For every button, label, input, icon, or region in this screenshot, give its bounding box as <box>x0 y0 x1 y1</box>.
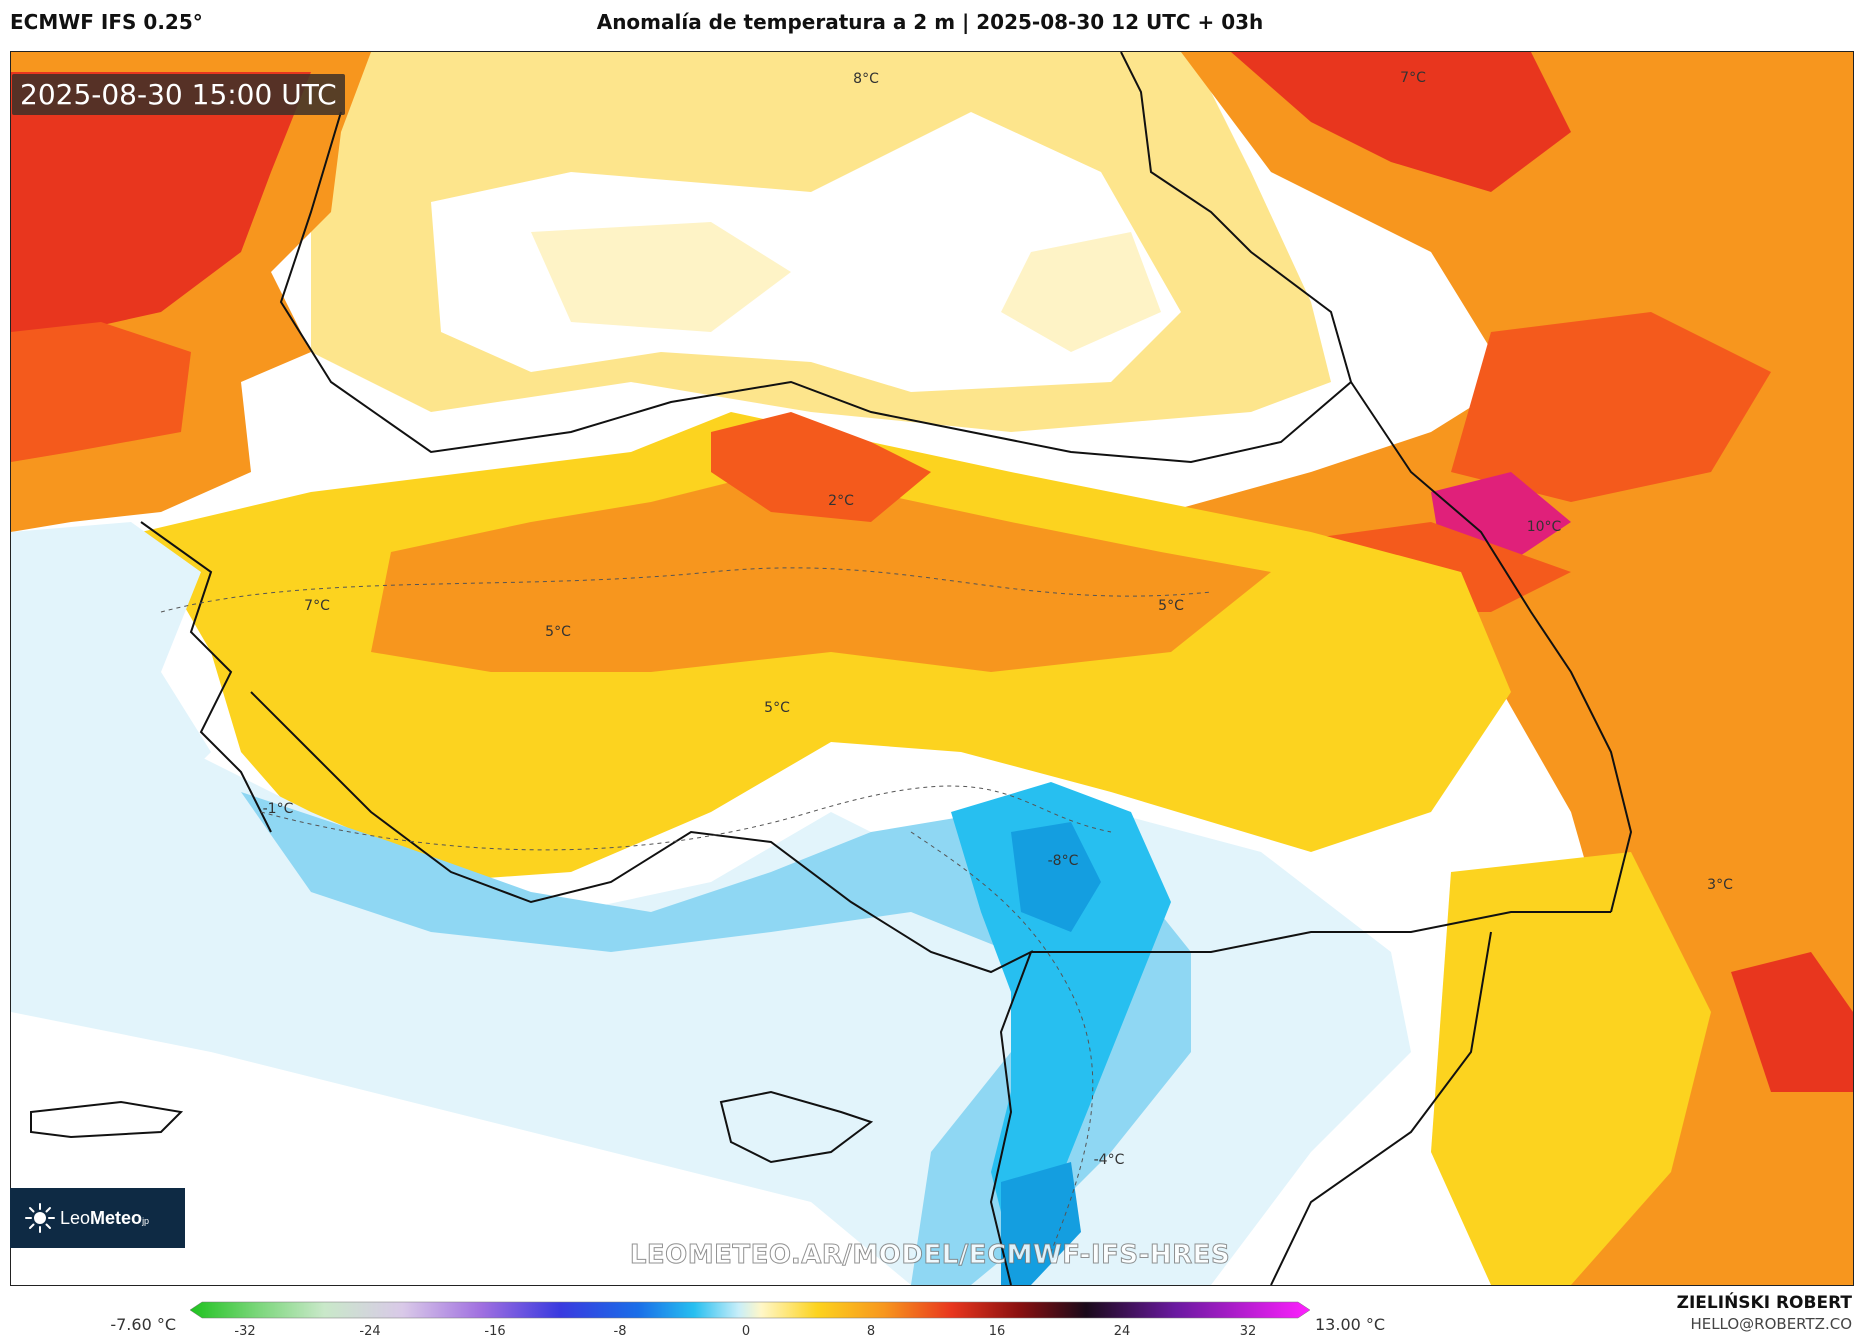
contour-label: 7°C <box>1400 70 1426 86</box>
legend-tick: -32 <box>234 1324 256 1339</box>
legend-colorbar <box>190 1301 1310 1319</box>
contour-label: 8°C <box>853 71 879 87</box>
caucasus-red-orange <box>1451 312 1771 502</box>
legend-tick: -8 <box>613 1324 627 1339</box>
balkans-deep-red <box>11 72 311 352</box>
logo-text: LeoMeteojp <box>60 1208 149 1229</box>
aegean-coast <box>140 521 272 833</box>
black-sea-pale-patch-2 <box>1001 232 1161 352</box>
author-name: ZIELIŃSKI ROBERT <box>1676 1293 1852 1313</box>
black-sea-pale-patch <box>531 222 791 332</box>
black-sea-coast <box>279 52 1353 464</box>
author-email[interactable]: HELLO@ROBERTZ.CO <box>1690 1315 1852 1333</box>
temperature-anomaly-map <box>11 52 1853 1285</box>
anatolia-north-orange <box>711 412 931 522</box>
anatolia-orange-core <box>371 472 1271 672</box>
contour-label: -8°C <box>1047 853 1079 869</box>
caucasus-deep-red <box>1231 52 1571 192</box>
balkans-red-orange <box>11 322 191 462</box>
legend-tick: -24 <box>359 1324 381 1339</box>
turkey-east-border <box>1350 381 1633 913</box>
legend-min-value: -7.60 °C <box>110 1315 176 1334</box>
contour-label: 5°C <box>545 624 571 640</box>
author-credit: ZIELIŃSKI ROBERT HELLO@ROBERTZ.CO <box>1677 1293 1852 1333</box>
contour-line-2 <box>260 785 1112 851</box>
cyprus-island <box>719 1090 874 1164</box>
contour-label: 5°C <box>1158 598 1184 614</box>
legend-max-value: 13.00 °C <box>1315 1315 1386 1334</box>
logo-suffix: jp <box>142 1215 150 1226</box>
iran-yellow <box>1431 852 1711 1285</box>
levant-blue <box>1001 1162 1081 1285</box>
legend-tick: 32 <box>1239 1324 1257 1339</box>
contour-label: 10°C <box>1526 519 1562 535</box>
mediterranean-coast <box>250 691 1033 1285</box>
watermark-url: LEOMETEO.AR/MODEL/ECMWF-IFS-HRES <box>629 1240 1231 1271</box>
leometeo-logo[interactable]: LeoMeteojp <box>10 1188 185 1248</box>
contour-label: 5°C <box>764 700 790 716</box>
turkey-south-border <box>1031 911 1611 953</box>
legend-tick: -16 <box>484 1324 506 1339</box>
model-title: ECMWF IFS 0.25° <box>10 10 203 34</box>
syria-blue-core <box>1011 822 1101 932</box>
contour-label: 7°C <box>304 598 330 614</box>
contour-label: 3°C <box>1707 877 1733 893</box>
legend-gradient <box>190 1301 1310 1319</box>
contour-label: -4°C <box>1093 1152 1125 1168</box>
legend-tick: 16 <box>988 1324 1006 1339</box>
map-frame[interactable]: 8°C 7°C 2°C 10°C 7°C 5°C 5°C 5°C -1°C -8… <box>10 51 1854 1286</box>
legend-tick: 0 <box>741 1324 751 1339</box>
south-mid-blue <box>241 792 1191 1285</box>
logo-name-bold: Meteo <box>90 1207 143 1228</box>
aegean-light-blue <box>11 522 211 832</box>
contour-label: 2°C <box>828 493 854 509</box>
contour-label: -1°C <box>262 801 294 817</box>
valid-time-label: 2025-08-30 15:00 UTC <box>12 74 345 115</box>
contour-line-1 <box>160 567 1212 613</box>
legend-tick: 8 <box>866 1324 876 1339</box>
legend-tick: 24 <box>1113 1324 1131 1339</box>
logo-name-light: Leo <box>60 1207 91 1228</box>
sun-icon <box>25 1203 55 1233</box>
crete-island <box>30 1100 184 1139</box>
chart-title: Anomalía de temperatura a 2 m | 2025-08-… <box>596 10 1264 34</box>
syria-iraq-border <box>1270 931 1492 1285</box>
iran-red-spot <box>1731 952 1853 1092</box>
color-legend: -7.60 °C <box>0 1292 1860 1339</box>
